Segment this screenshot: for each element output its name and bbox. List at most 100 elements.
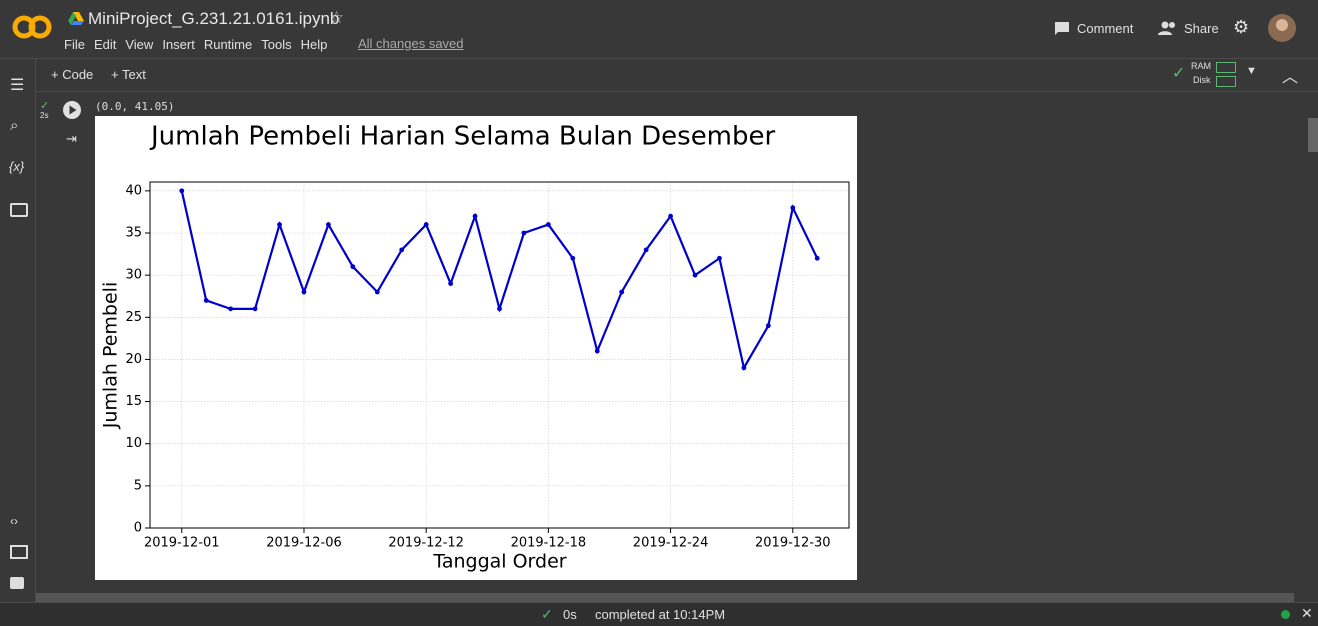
marker [570, 255, 576, 261]
marker [619, 289, 625, 295]
terminal-icon[interactable] [10, 577, 24, 589]
marker [594, 348, 600, 354]
v-scrollbar[interactable] [1308, 118, 1318, 152]
chart: Jumlah Pembeli Harian Selama Bulan Desem… [95, 116, 857, 580]
variables-icon[interactable]: {x} [9, 159, 25, 174]
x-tick-label: 2019-12-12 [388, 536, 464, 551]
exec-check: ✓ [40, 100, 50, 112]
snippets-icon[interactable]: ‹› [10, 514, 18, 528]
marker [399, 247, 405, 253]
status-check: ✓ [541, 606, 553, 622]
marker [350, 264, 356, 270]
y-tick-label: 10 [125, 436, 142, 451]
line [180, 190, 819, 371]
marker [741, 365, 747, 371]
add-text[interactable]: + Text [111, 67, 146, 82]
marker [448, 281, 454, 286]
ram-label: RAM [1191, 61, 1211, 71]
marker [717, 255, 722, 261]
marker [472, 213, 478, 219]
settings[interactable]: ⚙ [1233, 17, 1250, 37]
disk-label: Disk [1193, 75, 1211, 85]
save-status[interactable]: All changes saved [358, 36, 464, 51]
marker [179, 188, 185, 194]
x-tick-label: 2019-12-30 [755, 536, 831, 551]
menu-item[interactable]: Insert [162, 37, 195, 52]
marker [374, 289, 380, 295]
marker [203, 298, 209, 303]
collapse[interactable]: ︿ [1282, 69, 1299, 86]
menu-item[interactable]: File [64, 37, 85, 52]
marker [814, 255, 820, 261]
star[interactable]: ☆ [329, 8, 345, 27]
menu-bar: File Edit View Insert Runtime Tools Help [64, 36, 336, 54]
y-tick-label: 20 [125, 352, 142, 367]
menu-item[interactable]: Runtime [203, 37, 253, 52]
y-axis-label: Jumlah Pembeli [100, 282, 122, 429]
search-icon[interactable]: ⌕ [10, 117, 19, 134]
filename[interactable]: MiniProject_G.231.21.0161.ipynb [88, 9, 340, 28]
axes-frame [149, 181, 850, 529]
comment-button[interactable]: Comment [1077, 21, 1134, 36]
marker [692, 272, 698, 278]
drive-icon [68, 12, 84, 25]
marker [545, 222, 551, 227]
add-code[interactable]: + Code [51, 67, 94, 82]
menu-item[interactable]: Tools [261, 37, 292, 52]
comment-icon [1055, 22, 1069, 35]
y-tick-label: 5 [134, 478, 142, 493]
avatar[interactable] [1268, 14, 1296, 42]
disk-bar [1216, 76, 1236, 87]
command-icon[interactable] [10, 545, 28, 559]
status-time: 0s [563, 607, 577, 622]
x-tick-label: 2019-12-18 [511, 536, 587, 551]
chart-title: Jumlah Pembeli Harian Selama Bulan Desem… [149, 122, 776, 152]
run-button[interactable] [62, 100, 82, 120]
y-tick-label: 30 [125, 268, 142, 283]
y-tick-label: 25 [125, 310, 142, 325]
h-scrollbar[interactable] [36, 593, 1294, 602]
resource-dropdown[interactable]: ▼ [1246, 65, 1257, 77]
share-button[interactable]: Share [1184, 21, 1219, 36]
output-text: (0.0, 41.05) [95, 100, 175, 113]
status-close[interactable]: ✕ [1301, 605, 1313, 621]
marker [252, 306, 258, 312]
x-tick-label: 2019-12-06 [266, 536, 342, 551]
marker [643, 247, 649, 253]
marker [423, 222, 429, 227]
marker [668, 213, 673, 219]
y-tick-label: 0 [134, 521, 142, 536]
output-menu[interactable]: ⇥ [66, 131, 77, 146]
menu-item[interactable]: View [125, 37, 154, 52]
marker [765, 323, 771, 329]
x-tick-label: 2019-12-01 [144, 536, 220, 551]
status-dot [1281, 610, 1290, 619]
exec-time: 2s [40, 111, 49, 120]
status-bar: ✓ 0s completed at 10:14PM ✕ [0, 602, 1318, 626]
marker [277, 222, 282, 227]
y-tick-label: 15 [125, 394, 142, 409]
x-axis-label: Tanggal Order [432, 551, 566, 573]
marker [790, 205, 796, 211]
menu-item[interactable]: Edit [93, 37, 117, 52]
y-tick-label: 40 [125, 183, 142, 198]
share-icon [1158, 21, 1175, 35]
sidebar: ☰ ⌕ {x} ‹› [0, 59, 36, 602]
marker [497, 306, 502, 312]
toolbar: + Code + Text ✓ RAM Disk ▼ ︿ [36, 59, 1318, 92]
connected-check: ✓ [1172, 65, 1186, 82]
files-icon[interactable] [10, 203, 28, 217]
status-message: completed at 10:14PM [595, 607, 726, 622]
marker [326, 222, 331, 227]
y-tick-label: 35 [125, 225, 142, 240]
marker [521, 230, 527, 236]
header: MiniProject_G.231.21.0161.ipynb ☆ File Ed… [0, 0, 1318, 59]
marker [228, 306, 234, 312]
ram-bar [1216, 62, 1236, 73]
logo [12, 15, 52, 39]
x-tick-label: 2019-12-24 [633, 536, 709, 551]
menu-item[interactable]: Help [300, 37, 328, 52]
toc-icon[interactable]: ☰ [10, 77, 25, 94]
marker [301, 289, 307, 295]
